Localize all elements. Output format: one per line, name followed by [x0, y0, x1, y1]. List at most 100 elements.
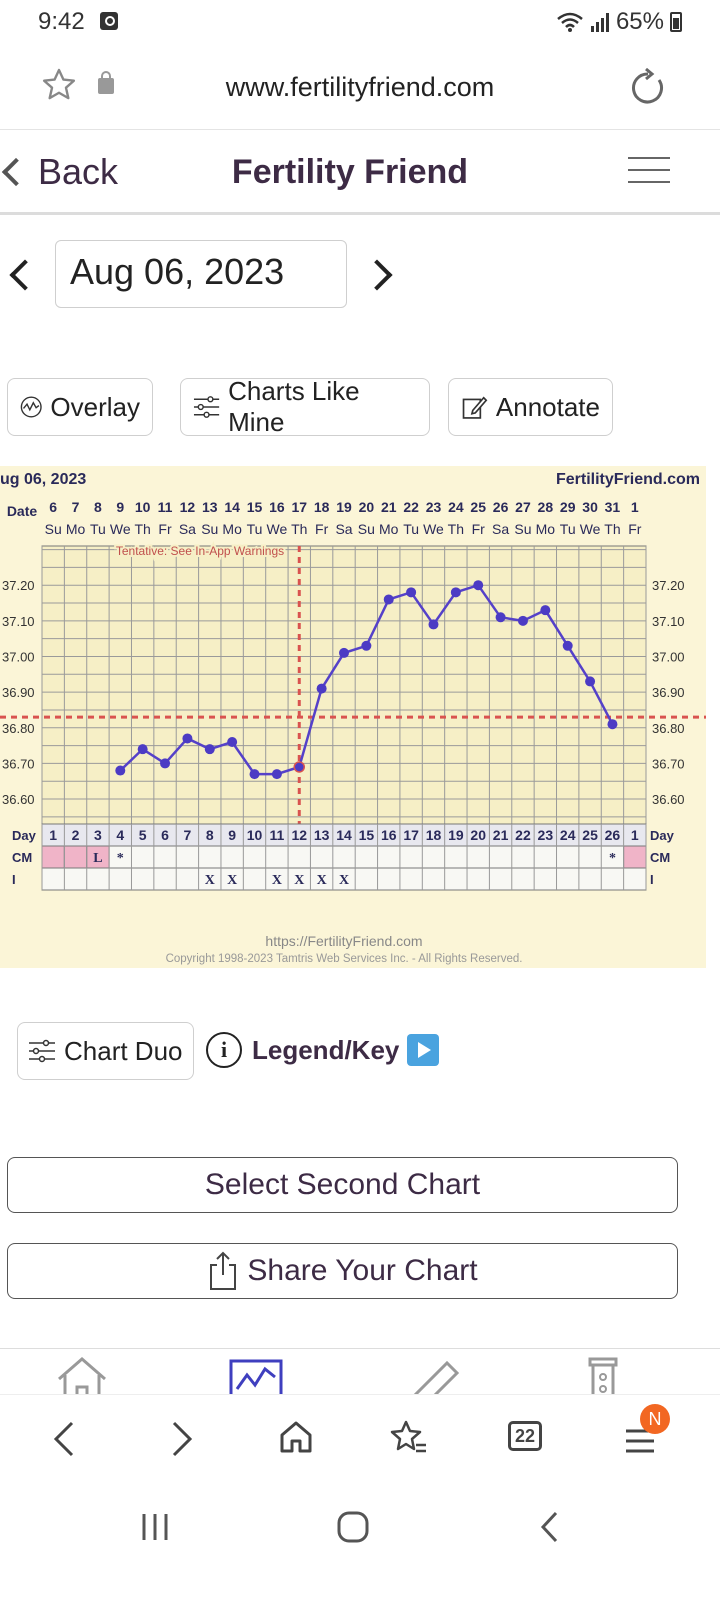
- plot-area: [41, 545, 647, 825]
- temperature-point: [517, 615, 528, 626]
- sliders-icon: [29, 1039, 55, 1063]
- legend-key-link[interactable]: i Legend/Key: [206, 1032, 440, 1068]
- notification-badge: N: [640, 1404, 670, 1434]
- cycle-day-label: 6: [161, 827, 169, 843]
- system-back-icon[interactable]: [538, 1510, 562, 1544]
- temperature-point: [227, 737, 238, 748]
- temperature-point: [204, 744, 215, 755]
- select-second-chart-button[interactable]: Select Second Chart: [7, 1157, 678, 1213]
- previous-date-button[interactable]: [9, 259, 41, 291]
- y-tick-label: 36.90: [2, 685, 35, 700]
- date-label: 28: [538, 499, 554, 515]
- temperature-point: [160, 758, 171, 769]
- weekday-label: Fr: [158, 521, 172, 537]
- date-label: 27: [515, 499, 531, 515]
- cycle-day-label: 8: [206, 827, 214, 843]
- temperature-point: [115, 765, 126, 776]
- date-label: 30: [582, 499, 598, 515]
- weekday-label: Th: [134, 521, 150, 537]
- date-label: 26: [493, 499, 509, 515]
- recent-apps-icon[interactable]: [140, 1512, 170, 1542]
- back-button[interactable]: Back: [0, 151, 118, 193]
- tabs-button[interactable]: 22: [508, 1421, 542, 1451]
- cycle-day-label: 1: [631, 827, 639, 843]
- y-tick-label: 36.60: [2, 792, 35, 807]
- row-cm: [41, 845, 647, 869]
- date-label: 23: [426, 499, 442, 515]
- cycle-day-label: 20: [470, 827, 486, 843]
- overlay-label: Overlay: [50, 391, 140, 422]
- weekday-label: Su: [201, 521, 218, 537]
- cycle-day-label: 21: [493, 827, 509, 843]
- cycle-day-label: 22: [515, 827, 531, 843]
- app-tab-bar: [0, 1348, 720, 1394]
- date-label: 21: [381, 499, 397, 515]
- overlay-button[interactable]: Overlay: [7, 378, 153, 436]
- y-tick-label-right: 37.00: [652, 649, 685, 664]
- wifi-icon: [557, 12, 583, 32]
- page-title: Fertility Friend: [231, 153, 469, 191]
- battery-icon: [670, 12, 682, 32]
- cycle-day-label: 16: [381, 827, 397, 843]
- bookmarks-icon[interactable]: [390, 1419, 428, 1457]
- weekday-label: Fr: [472, 521, 486, 537]
- date-label: 12: [180, 499, 196, 515]
- charts-like-mine-button[interactable]: Charts Like Mine: [180, 376, 430, 437]
- date-label: 14: [224, 499, 240, 515]
- overlay-icon: [20, 396, 42, 418]
- cycle-day-label: 2: [72, 827, 80, 843]
- date-label: 9: [116, 499, 124, 515]
- y-tick-label-right: 36.60: [652, 792, 685, 807]
- cycle-day-label: 5: [139, 827, 147, 843]
- cycle-day-label: 18: [426, 827, 442, 843]
- cycle-day-label: 25: [582, 827, 598, 843]
- date-label: 1: [631, 499, 639, 515]
- temperature-point: [562, 640, 573, 651]
- home-tab-icon[interactable]: [55, 1355, 109, 1394]
- test-tab-icon[interactable]: [586, 1355, 620, 1394]
- home-icon[interactable]: [278, 1419, 314, 1455]
- temperature-point: [450, 587, 461, 598]
- reload-icon[interactable]: [628, 68, 668, 108]
- forward-arrow-icon[interactable]: [168, 1419, 196, 1459]
- weekday-label: Th: [291, 521, 307, 537]
- date-label: 20: [359, 499, 375, 515]
- cycle-day-label: 4: [116, 827, 124, 843]
- date-label: 17: [291, 499, 307, 515]
- period-cell: [63, 845, 88, 869]
- alarm-icon: [100, 12, 118, 30]
- weekday-label: We: [267, 521, 288, 537]
- info-icon: i: [206, 1032, 242, 1068]
- cm-mark: *: [117, 851, 124, 866]
- date-field[interactable]: Aug 06, 2023: [55, 240, 347, 308]
- weekday-label: Fr: [315, 521, 329, 537]
- home-button-icon[interactable]: [336, 1510, 370, 1544]
- list-menu-button[interactable]: [628, 157, 670, 187]
- date-label: 7: [72, 499, 80, 515]
- back-arrow-icon[interactable]: [50, 1419, 78, 1459]
- weekday-label: Sa: [335, 521, 352, 537]
- share-chart-button[interactable]: Share Your Chart: [7, 1243, 678, 1299]
- date-label: 11: [158, 499, 173, 515]
- bookmark-star-icon[interactable]: [40, 66, 78, 104]
- pencil-tab-icon[interactable]: [403, 1355, 463, 1394]
- status-time: 9:42: [38, 8, 85, 35]
- period-cell: [623, 845, 647, 869]
- cycle-day-label: 13: [314, 827, 330, 843]
- date-label: 13: [202, 499, 218, 515]
- weekday-label: Su: [358, 521, 375, 537]
- url-text[interactable]: www.fertilityfriend.com: [225, 72, 495, 102]
- period-cell: [41, 845, 65, 869]
- row-label-right-i: I: [650, 872, 654, 887]
- temperature-point: [339, 647, 349, 658]
- weekday-label: Mo: [536, 521, 556, 537]
- chart-tab-icon[interactable]: [229, 1355, 283, 1394]
- weekday-label: Fr: [628, 521, 642, 537]
- annotate-button[interactable]: Annotate: [448, 378, 613, 436]
- y-tick-label-right: 36.90: [652, 685, 685, 700]
- weekday-label: We: [580, 521, 601, 537]
- y-tick-label-right: 37.20: [652, 578, 685, 593]
- chart-duo-button[interactable]: Chart Duo: [17, 1022, 194, 1080]
- next-date-button[interactable]: [361, 259, 393, 291]
- temperature-point: [271, 769, 282, 780]
